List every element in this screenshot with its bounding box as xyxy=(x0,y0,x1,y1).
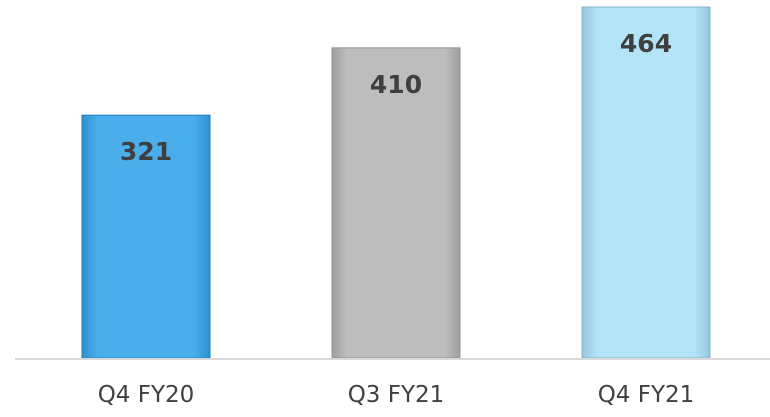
data-label: 410 xyxy=(370,70,422,99)
bar-q4-fy20 xyxy=(81,114,211,359)
bar-q3-fy21 xyxy=(331,47,461,359)
category-tick-label: Q4 FY21 xyxy=(598,382,695,408)
category-tick-label: Q4 FY20 xyxy=(98,382,195,408)
bars-group xyxy=(81,6,711,359)
bar-q4-fy21 xyxy=(581,6,711,359)
labels-group: 321 Q4 FY20 410 Q3 FY21 464 Q4 FY21 xyxy=(98,29,695,408)
data-label: 321 xyxy=(120,137,172,166)
category-tick-label: Q3 FY21 xyxy=(348,382,445,408)
data-label: 464 xyxy=(620,29,672,58)
